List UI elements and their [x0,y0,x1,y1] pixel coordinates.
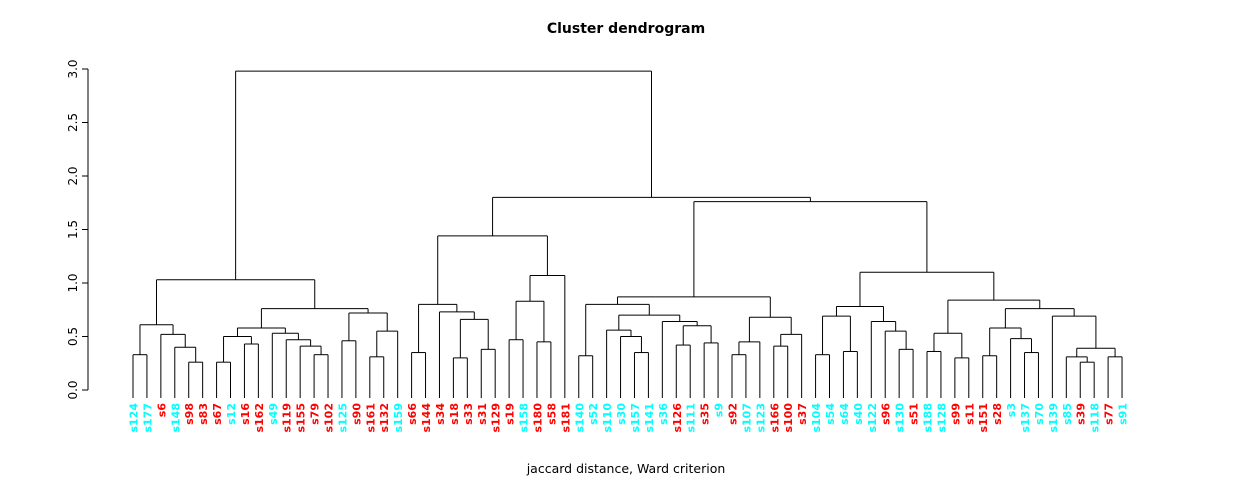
leaf-label: s36 [657,403,670,425]
leaf-label: s9 [713,403,726,417]
leaf-label: s102 [323,403,336,433]
leaf-label: s123 [754,403,767,433]
leaf-label: s119 [281,403,294,433]
leaf-label: s77 [1103,403,1116,425]
leaf-label: s85 [1061,403,1074,425]
leaf-label: s70 [1033,403,1046,425]
leaf-label: s155 [295,403,308,433]
y-axis-tick-label: 1.5 [66,220,80,239]
leaf-label: s151 [977,403,990,433]
leaf-label: s11 [963,403,976,425]
leaf-label: s37 [796,403,809,425]
leaf-label: s40 [852,403,865,425]
leaf-label: s110 [601,403,614,433]
leaf-label: s104 [810,403,823,433]
y-axis-tick-label: 0.0 [66,380,80,399]
leaf-label: s188 [922,403,935,433]
leaf-label: s118 [1089,403,1102,433]
leaf-label: s98 [183,403,196,425]
y-axis-tick-label: 2.5 [66,113,80,132]
leaf-label: s159 [392,403,405,433]
y-axis-tick-label: 3.0 [66,59,80,78]
x-axis-label: jaccard distance, Ward criterion [526,461,726,476]
leaf-label: s125 [336,403,349,433]
leaf-label: s52 [587,403,600,425]
leaf-label: s111 [685,403,698,433]
leaf-label: s158 [518,403,531,433]
leaf-label: s180 [531,403,544,433]
leaf-label: s39 [1075,403,1088,425]
leaf-label: s157 [629,403,642,433]
leaf-label: s140 [573,403,586,433]
leaf-label: s141 [643,403,656,433]
leaf-label: s99 [949,403,962,425]
leaf-label: s122 [866,403,879,433]
leaf-label: s16 [239,403,252,425]
leaf-label: s181 [559,403,572,433]
leaf-label: s79 [309,403,322,425]
leaf-label: s34 [434,403,447,425]
leaf-label: s100 [782,403,795,433]
leaf-label: s166 [768,403,781,433]
leaf-label: s67 [211,403,224,425]
leaf-label: s6 [155,403,168,418]
leaf-label: s128 [935,403,948,433]
leaf-label: s35 [699,403,712,425]
leaf-label: s124 [128,403,141,433]
leaf-label: s161 [364,403,377,433]
leaf-label: s162 [253,403,266,433]
leaf-label: s90 [350,403,363,425]
leaf-label: s92 [726,403,739,425]
leaf-label: s83 [197,403,210,425]
y-axis-tick-label: 1.0 [66,273,80,292]
leaf-label: s30 [615,403,628,425]
plot-title: Cluster dendrogram [546,21,706,37]
leaf-label: s3 [1005,403,1018,417]
leaf-label: s49 [267,403,280,425]
leaf-label: s129 [490,403,503,433]
leaf-label: s31 [476,403,489,425]
leaf-label: s66 [406,403,419,425]
leaf-label: s28 [991,403,1004,425]
leaf-label: s12 [225,403,238,425]
leaf-label: s132 [378,403,391,433]
leaf-label: s144 [420,403,433,433]
leaf-label: s64 [838,403,851,425]
leaf-label: s18 [448,403,461,425]
leaf-label: s91 [1117,403,1130,425]
leaf-label: s137 [1019,403,1032,433]
leaf-label: s139 [1047,403,1060,433]
leaf-label: s54 [824,403,837,425]
leaf-label: s19 [504,403,517,425]
y-axis-tick-label: 0.5 [66,327,80,346]
leaf-label: s96 [880,403,893,425]
leaf-label: s126 [671,403,684,433]
leaf-label: s51 [908,403,921,425]
leaf-label: s58 [545,403,558,425]
leaf-label: s177 [141,403,154,433]
leaf-label: s130 [894,403,907,433]
y-axis-tick-label: 2.0 [66,166,80,185]
leaf-label: s107 [740,403,753,433]
leaf-label: s33 [462,403,475,425]
leaf-label: s148 [169,403,182,433]
